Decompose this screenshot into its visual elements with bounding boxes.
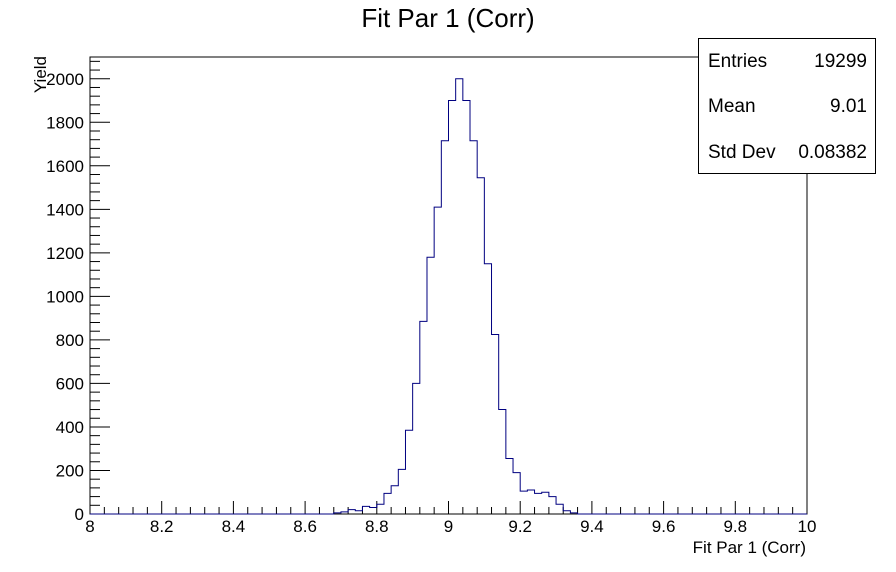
stats-mean-value: 9.01	[830, 96, 867, 117]
y-tick-label: 400	[56, 418, 84, 437]
x-tick-label: 9.2	[508, 517, 532, 536]
x-tick-label: 8.2	[150, 517, 174, 536]
x-tick-label: 8	[85, 517, 94, 536]
y-tick-label: 1000	[46, 287, 84, 306]
stats-box: Entries 19299 Mean 9.01 Std Dev 0.08382	[698, 38, 876, 174]
y-tick-label: 800	[56, 331, 84, 350]
stats-stddev-label: Std Dev	[708, 142, 776, 163]
y-tick-label: 2000	[46, 70, 84, 89]
y-tick-label: 1200	[46, 244, 84, 263]
y-axis-tick-labels: 0 200 400 600 800 1000 1200 1400 1600 1800 2000	[46, 70, 84, 524]
y-tick-label: 200	[56, 461, 84, 480]
x-axis-tick-labels: 8 8.2 8.4 8.6 8.8 9 9.2 9.4 9.6 9.8 10	[85, 517, 816, 536]
y-tick-label: 600	[56, 374, 84, 393]
x-tick-label: 10	[798, 517, 817, 536]
x-tick-label: 9	[444, 517, 453, 536]
stats-row-entries: Entries 19299	[708, 49, 867, 75]
stats-mean-label: Mean	[708, 96, 756, 117]
x-tick-label: 8.4	[222, 517, 246, 536]
x-tick-label: 9.8	[723, 517, 747, 536]
y-axis-label: Yield	[31, 56, 50, 93]
stats-entries-value: 19299	[814, 51, 867, 72]
x-tick-label: 9.4	[580, 517, 604, 536]
stats-entries-label: Entries	[708, 51, 768, 72]
x-tick-label: 9.6	[652, 517, 676, 536]
stats-row-mean: Mean 9.01	[708, 94, 867, 120]
y-tick-label: 1800	[46, 113, 84, 132]
x-tick-label: 8.8	[365, 517, 389, 536]
y-tick-label: 1600	[46, 157, 84, 176]
histogram-series-line	[90, 78, 807, 515]
x-axis-ticks	[89, 501, 808, 514]
y-tick-label: 0	[75, 505, 84, 524]
y-tick-label: 1400	[46, 200, 84, 219]
stats-stddev-value: 0.08382	[798, 142, 867, 163]
x-tick-label: 8.6	[293, 517, 317, 536]
y-axis-ticks	[90, 60, 110, 515]
x-axis-label: Fit Par 1 (Corr)	[693, 538, 806, 557]
chart-title: Fit Par 1 (Corr)	[361, 3, 534, 33]
stats-row-stddev: Std Dev 0.08382	[708, 140, 867, 166]
